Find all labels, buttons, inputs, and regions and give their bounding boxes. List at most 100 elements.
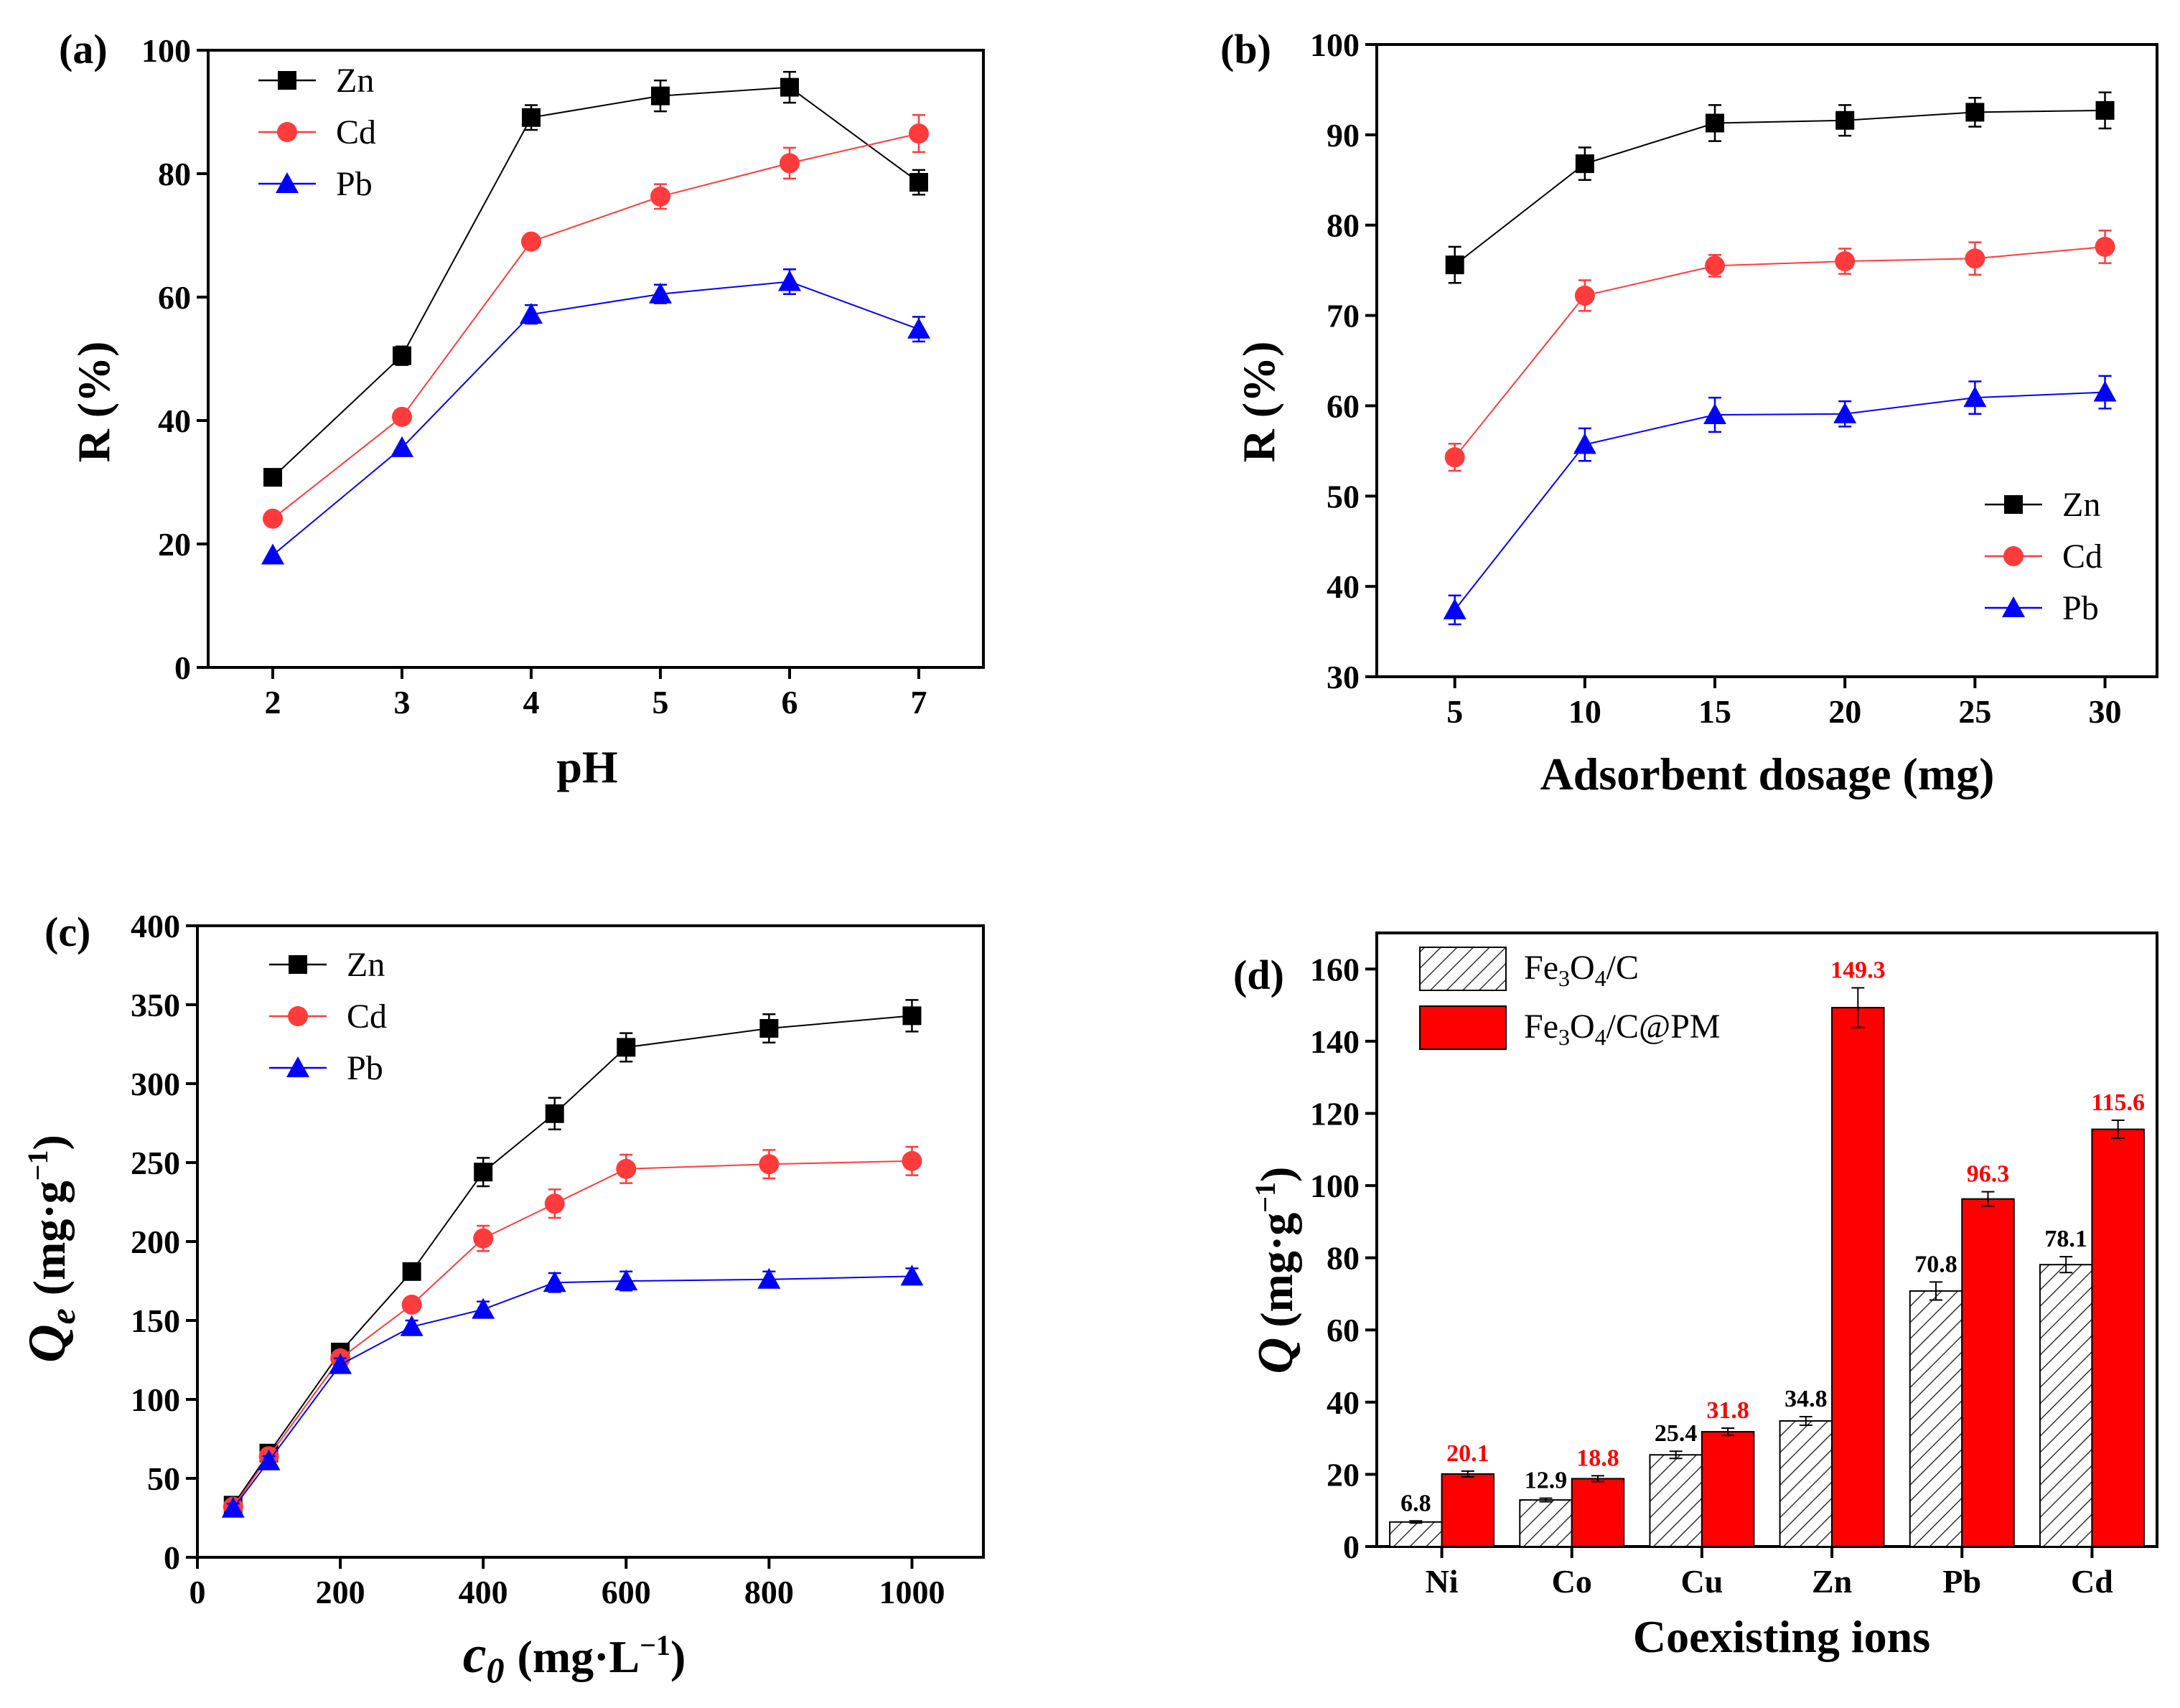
panel-d-legend-swatch-fe3o4-c <box>1419 947 1507 991</box>
panel-c-point-cd <box>401 1295 422 1315</box>
panel-a-legend-label-pb: Pb <box>336 165 373 203</box>
panel-d-data-label: 31.8 <box>1706 1397 1749 1424</box>
panel-d-y-tick-label: 80 <box>1327 1240 1360 1277</box>
panel-b-y-tick-label: 50 <box>1327 478 1360 515</box>
panel-d-data-label: 115.6 <box>2091 1089 2145 1116</box>
panel-c-point-zn <box>545 1104 564 1123</box>
panel-c-label: (c) <box>45 909 90 955</box>
panel-c-x-tick-label: 600 <box>602 1574 651 1610</box>
panel-d-bar-fe3o4-c-pm <box>1701 1431 1755 1547</box>
panel-b-legend-marker-cd <box>2003 546 2024 566</box>
panel-c-point-cd <box>544 1193 565 1214</box>
panel-a-x-tick-label: 6 <box>782 684 798 721</box>
panel-c-y-tick-label: 200 <box>131 1224 180 1260</box>
panel-b-y-tick-label: 70 <box>1327 298 1360 334</box>
panel-d-bar-fe3o4-c <box>1909 1290 1963 1547</box>
panel-c-y-tick-label: 350 <box>131 987 180 1023</box>
panel-b-point-cd <box>1705 255 1726 276</box>
panel-b-point-pb <box>1833 402 1857 423</box>
panel-b-x-axis-title: Adsorbent dosage (mg) <box>1540 749 1995 799</box>
panel-d-y-tick-label: 40 <box>1327 1384 1360 1421</box>
panel-c-point-cd <box>759 1154 780 1175</box>
panel-c-x-tick-label: 0 <box>190 1574 206 1610</box>
panel-c-y-axis-title: Qe(mg·g−1) <box>18 1135 83 1363</box>
panel-d-x-tick-label: Ni <box>1426 1563 1459 1600</box>
panel-d-x-axis-title: Coexisting ions <box>1633 1611 1930 1662</box>
panel-b-label: (b) <box>1220 26 1271 72</box>
panel-c-point-pb <box>614 1270 638 1290</box>
panel-c-point-pb <box>472 1298 495 1319</box>
panel-c-point-zn <box>402 1262 421 1281</box>
panel-a-series-line-zn <box>272 86 920 478</box>
panel-a-y-tick-label: 60 <box>158 279 191 316</box>
panel-d-y-tick-label: 160 <box>1310 951 1360 987</box>
panel-a-point-zn <box>393 346 411 365</box>
panel-b-point-zn <box>1706 113 1725 133</box>
panel-a-x-tick-label: 3 <box>394 684 411 721</box>
panel-b-point-cd <box>2095 236 2115 257</box>
panel-a-point-zn <box>909 173 928 192</box>
panel-d-chart: (d) Q(mg·g−1) Coexisting ions 0 20 40 60 80 1… <box>1233 932 2158 1662</box>
panel-a-y-tick-label: 0 <box>174 649 191 686</box>
panel-c-legend-marker-cd <box>288 1006 308 1026</box>
panel-d-data-label: 70.8 <box>1914 1251 1957 1277</box>
panel-d-data-label: 18.8 <box>1576 1445 1619 1471</box>
panel-c-point-cd <box>902 1150 922 1171</box>
panel-c-series-line-pb <box>232 1275 912 1509</box>
panel-b-legend-label-cd: Cd <box>2062 538 2102 576</box>
panel-c-point-cd <box>473 1228 494 1249</box>
panel-c-legend-label-cd: Cd <box>347 998 387 1036</box>
panel-d-bar-fe3o4-c-pm <box>1441 1473 1495 1548</box>
panel-d-data-label: 25.4 <box>1655 1420 1698 1447</box>
panel-b-x-tick-label: 5 <box>1446 693 1463 730</box>
panel-c-y-tick-label: 50 <box>147 1460 180 1497</box>
panel-b-series-line-pb <box>1454 391 2105 611</box>
panel-c-series-line-cd <box>232 1160 912 1508</box>
panel-b-y-axis-title: R (%) <box>1233 342 1284 463</box>
panel-b-series-line-cd <box>1454 245 2105 458</box>
panel-d-x-tick-label: Pb <box>1942 1563 1981 1600</box>
panel-d-bar-fe3o4-c <box>1649 1454 1703 1547</box>
panel-c-chart: (c) Qe(mg·g−1) c0 (mg·L−1) 0 50 100 150 200 25… <box>18 908 985 1690</box>
panel-a-legend-label-zn: Zn <box>336 62 374 100</box>
panel-d-bar-fe3o4-c-pm <box>1571 1478 1625 1547</box>
panel-a-label: (a) <box>59 26 108 72</box>
panel-c-point-cd <box>616 1158 637 1179</box>
panel-c-y-tick-label: 100 <box>131 1381 180 1418</box>
panel-c-x-tick-label: 400 <box>459 1574 508 1610</box>
panel-c-y-tick-label: 250 <box>131 1145 180 1181</box>
panel-d-bar-fe3o4-c <box>1519 1499 1573 1548</box>
panel-b-y-tick-label: 100 <box>1310 27 1360 63</box>
panel-a-plot-frame <box>207 49 985 669</box>
panel-a-point-pb <box>390 436 413 457</box>
panel-b-series-line-zn <box>1454 109 2105 266</box>
panel-a-x-tick-label: 5 <box>652 684 669 721</box>
panel-a-point-cd <box>909 123 929 144</box>
panel-c-point-zn <box>759 1019 779 1038</box>
panel-b-point-zn <box>1835 111 1855 130</box>
panel-c-x-tick-label: 200 <box>316 1574 365 1610</box>
panel-d-bar-fe3o4-c <box>1389 1521 1443 1548</box>
panel-d-y-tick-label: 120 <box>1310 1095 1360 1132</box>
panel-a-point-pb <box>778 270 801 291</box>
panel-b-point-pb <box>1573 433 1596 454</box>
panel-b-point-zn <box>1575 154 1594 174</box>
panel-a-y-tick-label: 40 <box>158 403 191 439</box>
panel-a-point-pb <box>520 303 543 324</box>
panel-c-x-tick-label: 1000 <box>879 1574 945 1610</box>
panel-b-point-cd <box>1835 251 1856 272</box>
panel-a-legend-marker-zn <box>278 71 296 90</box>
panel-b-legend-marker-zn <box>2004 495 2023 514</box>
panel-d-label: (d) <box>1233 952 1284 998</box>
panel-d-y-tick-label: 20 <box>1327 1456 1360 1493</box>
panel-c-point-zn <box>617 1038 636 1057</box>
panel-a-series-line-pb <box>272 281 920 556</box>
panel-a-point-zn <box>780 78 799 97</box>
panel-b-plot-frame <box>1375 43 2158 678</box>
panel-a-x-tick-label: 4 <box>523 684 540 721</box>
panel-d-bar-fe3o4-c <box>2039 1264 2093 1547</box>
panel-d-bar-fe3o4-c-pm <box>1831 1007 1885 1547</box>
panel-d-legend-label-fe3o4-c-pm: Fe3O4/C@PM <box>1524 1008 1721 1050</box>
panel-b-point-zn <box>1445 255 1464 275</box>
panel-c-series-line-zn <box>232 1015 912 1506</box>
